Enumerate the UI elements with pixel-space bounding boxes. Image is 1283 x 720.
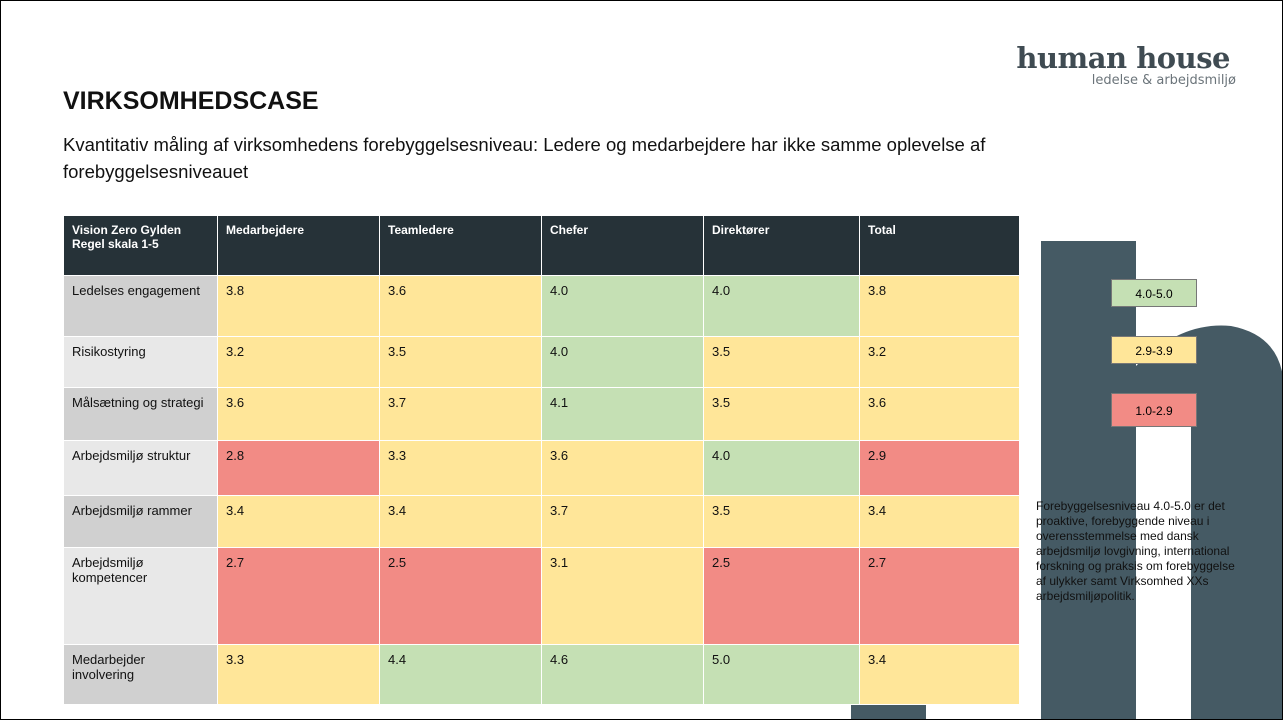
table-row: Ledelses engagement 3.8 3.6 4.0 4.0 3.8 bbox=[63, 275, 1020, 337]
score-cell: 3.4 bbox=[379, 495, 542, 548]
score-cell: 2.5 bbox=[379, 547, 542, 645]
column-header: Chefer bbox=[541, 215, 704, 276]
column-header: Direktører bbox=[703, 215, 860, 276]
table-row: Arbejdsmiljø struktur 2.8 3.3 3.6 4.0 2.9 bbox=[63, 440, 1020, 496]
score-cell: 3.3 bbox=[217, 644, 380, 705]
row-label: Ledelses engagement bbox=[63, 275, 218, 337]
row-label: Risikostyring bbox=[63, 336, 218, 388]
score-cell: 5.0 bbox=[703, 644, 860, 705]
score-cell: 3.7 bbox=[379, 387, 542, 441]
row-label: Arbejdsmiljø rammer bbox=[63, 495, 218, 548]
score-cell: 3.8 bbox=[859, 275, 1020, 337]
score-cell: 3.4 bbox=[859, 495, 1020, 548]
legend-item: 2.9-3.9 bbox=[1111, 336, 1197, 364]
score-cell: 4.1 bbox=[541, 387, 704, 441]
score-cell: 3.5 bbox=[703, 495, 860, 548]
score-cell: 4.0 bbox=[541, 275, 704, 337]
table-row: Arbejdsmiljø kompetencer 2.7 2.5 3.1 2.5 2.7 bbox=[63, 547, 1020, 645]
score-cell: 3.4 bbox=[859, 644, 1020, 705]
note: Forebyggelsesniveau 4.0-5.0 er det proak… bbox=[1036, 499, 1235, 603]
score-cell: 3.1 bbox=[541, 547, 704, 645]
column-header: Vision Zero Gylden Regel skala 1-5 bbox=[63, 215, 218, 276]
score-cell: 2.7 bbox=[217, 547, 380, 645]
score-cell: 3.8 bbox=[217, 275, 380, 337]
legend-item: 4.0-5.0 bbox=[1111, 279, 1197, 307]
table-row: Arbejdsmiljø rammer 3.4 3.4 3.7 3.5 3.4 bbox=[63, 495, 1020, 548]
table-row: Målsætning og strategi 3.6 3.7 4.1 3.5 3.6 bbox=[63, 387, 1020, 441]
column-header: Total bbox=[859, 215, 1020, 276]
score-cell: 3.7 bbox=[541, 495, 704, 548]
score-cell: 4.0 bbox=[541, 336, 704, 388]
score-cell: 3.6 bbox=[541, 440, 704, 496]
score-cell: 3.5 bbox=[703, 336, 860, 388]
score-cell: 3.5 bbox=[703, 387, 860, 441]
row-label: Målsætning og strategi bbox=[63, 387, 218, 441]
row-label: Medarbejder involvering bbox=[63, 644, 218, 705]
logo-tagline: ledelse & arbejdsmiljø bbox=[1091, 73, 1236, 88]
row-label: Arbejdsmiljø struktur bbox=[63, 440, 218, 496]
score-cell: 2.5 bbox=[703, 547, 860, 645]
score-cell: 2.7 bbox=[859, 547, 1020, 645]
score-cell: 3.6 bbox=[379, 275, 542, 337]
column-header: Medarbejdere bbox=[217, 215, 380, 276]
legend-item: 1.0-2.9 bbox=[1111, 393, 1197, 427]
logo-name: human house bbox=[1016, 41, 1230, 75]
row-label: Arbejdsmiljø kompetencer bbox=[63, 547, 218, 645]
score-cell: 3.4 bbox=[217, 495, 380, 548]
score-cell: 3.2 bbox=[217, 336, 380, 388]
score-cell: 2.9 bbox=[859, 440, 1020, 496]
score-cell: 3.2 bbox=[859, 336, 1020, 388]
table-row: Medarbejder involvering 3.3 4.4 4.6 5.0 3.4 bbox=[63, 644, 1020, 705]
score-cell: 4.6 bbox=[541, 644, 704, 705]
score-cell: 3.3 bbox=[379, 440, 542, 496]
score-cell: 4.0 bbox=[703, 275, 860, 337]
column-header: Teamledere bbox=[379, 215, 542, 276]
subtitle: Kvantitativ måling af virksomhedens fore… bbox=[63, 134, 986, 182]
score-cell: 2.8 bbox=[217, 440, 380, 496]
score-cell: 3.6 bbox=[859, 387, 1020, 441]
score-cell: 4.0 bbox=[703, 440, 860, 496]
table-row: Risikostyring 3.2 3.5 4.0 3.5 3.2 bbox=[63, 336, 1020, 388]
score-cell: 3.6 bbox=[217, 387, 380, 441]
score-cell: 3.5 bbox=[379, 336, 542, 388]
table: Vision Zero Gylden Regel skala 1-5 Medarb… bbox=[63, 215, 1020, 705]
score-cell: 4.4 bbox=[379, 644, 542, 705]
header-row: Vision Zero Gylden Regel skala 1-5 Medarb… bbox=[63, 215, 1020, 276]
title: VIRKSOMHEDSCASE bbox=[63, 87, 319, 115]
